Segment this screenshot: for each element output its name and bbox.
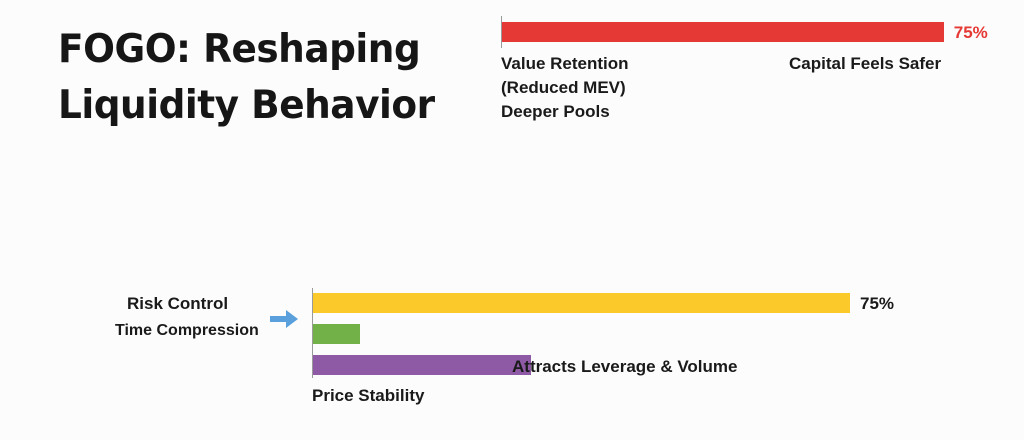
label-time-compression: Time Compression (115, 322, 259, 339)
label-capital-feels-safer: Capital Feels Safer (789, 54, 942, 73)
title-line-1: FOGO: Reshaping (58, 27, 421, 72)
label-price-stability: Price Stability (312, 386, 425, 405)
bottom-axis-line (312, 288, 313, 378)
bar-attracts-leverage (313, 355, 532, 375)
title-line-2: Liquidity Behavior (58, 83, 435, 128)
label-risk-control: Risk Control (127, 294, 229, 313)
label-reduced-mev: (Reduced MEV) (501, 78, 626, 97)
bar-risk-control (313, 293, 850, 313)
label-attracts-leverage-volume: Attracts Leverage & Volume (512, 357, 738, 376)
top-bar-value-label: 75% (953, 23, 988, 42)
page-title: FOGO: Reshaping Liquidity Behavior (58, 22, 471, 134)
top-axis-line (501, 16, 502, 48)
right-arrow-icon (270, 310, 298, 328)
label-value-retention: Value Retention (501, 54, 629, 73)
top-bar-value-retention (502, 22, 944, 42)
bar-risk-control-value-label: 75% (860, 294, 895, 313)
bar-time-compression (313, 324, 361, 344)
label-deeper-pools: Deeper Pools (501, 102, 610, 121)
